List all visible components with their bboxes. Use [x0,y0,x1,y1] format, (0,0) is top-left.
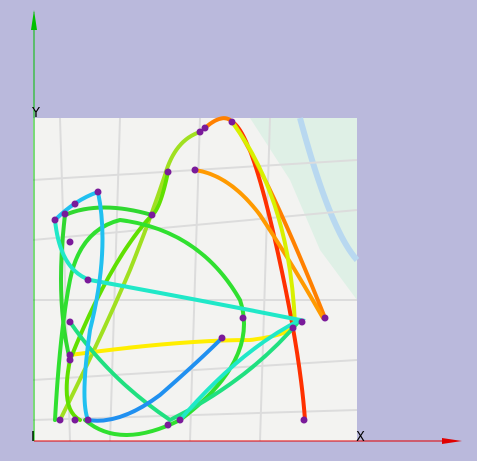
curve-segment [53,217,246,437]
curve-segment [68,318,302,423]
x-axis-label: X [356,430,365,445]
curve-segment [53,218,307,422]
curve-segment [68,323,297,357]
control-points [51,118,329,429]
map-park [250,118,357,300]
curve-segment [193,168,325,320]
curve-segment [58,130,202,422]
y-axis-arrow [31,10,37,30]
x-axis-arrow [442,438,462,444]
y-axis-label: Y [31,106,40,121]
curve-segment [53,189,105,422]
curve-segment [64,170,170,422]
curve [53,116,327,437]
curve-segment [230,120,297,327]
curve-segment [86,336,224,423]
map-river [297,117,360,263]
origin-marker: I [31,430,35,445]
map-streets [32,117,358,442]
